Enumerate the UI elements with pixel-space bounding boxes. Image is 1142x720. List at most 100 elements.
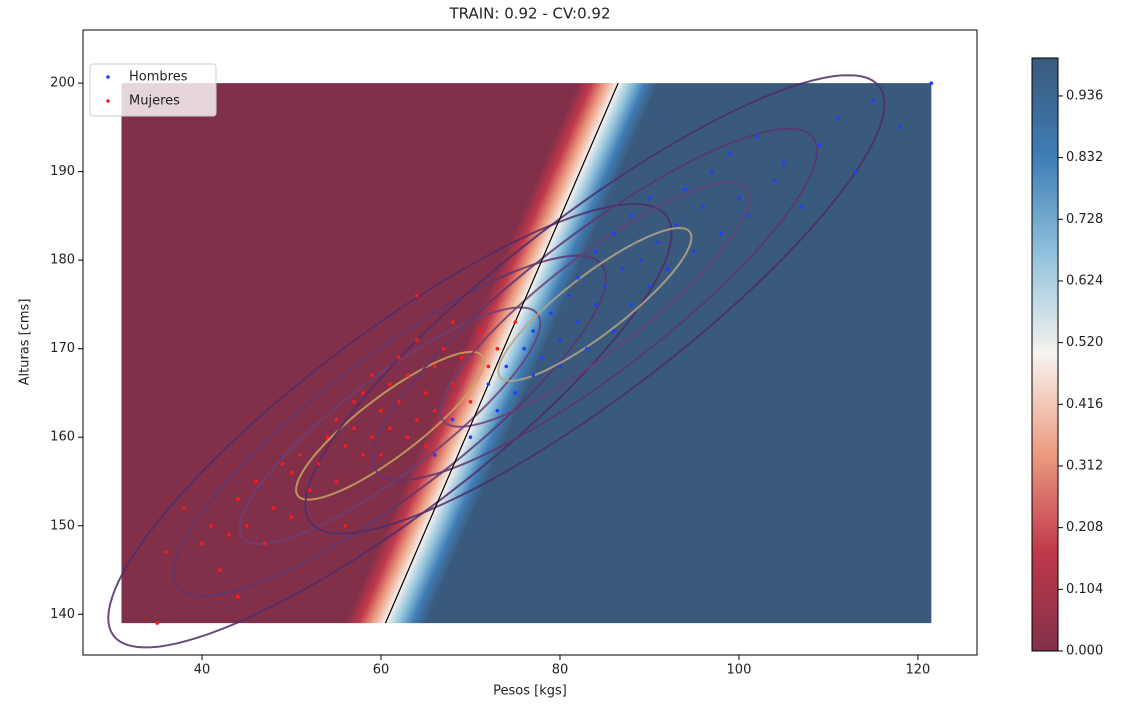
contour bbox=[107, 202, 673, 649]
x-tick-label: 60 bbox=[373, 663, 390, 678]
point bbox=[423, 391, 428, 395]
point bbox=[432, 364, 437, 369]
point bbox=[164, 550, 169, 555]
point bbox=[504, 364, 509, 369]
point bbox=[522, 346, 526, 351]
point bbox=[647, 196, 652, 201]
x-tick-label: 80 bbox=[552, 663, 569, 678]
legend: Hombres Mujeres bbox=[89, 63, 217, 117]
point bbox=[781, 160, 786, 165]
point bbox=[236, 594, 240, 599]
point bbox=[486, 364, 491, 369]
point bbox=[236, 497, 240, 501]
point bbox=[799, 205, 804, 209]
contour bbox=[497, 226, 693, 382]
point bbox=[835, 116, 840, 121]
point bbox=[388, 426, 392, 431]
point bbox=[558, 338, 562, 342]
point bbox=[513, 391, 518, 395]
point bbox=[343, 444, 348, 448]
point bbox=[414, 417, 419, 422]
legend-label: Mujeres bbox=[129, 94, 180, 109]
point bbox=[656, 240, 661, 245]
point bbox=[370, 435, 374, 440]
point bbox=[450, 382, 455, 386]
point bbox=[620, 267, 625, 271]
point bbox=[611, 231, 616, 236]
point bbox=[450, 320, 455, 324]
y-tick-label: 180 bbox=[50, 253, 75, 268]
point bbox=[200, 541, 204, 546]
colorbar-tick-label: 0.936 bbox=[1066, 88, 1103, 103]
contour bbox=[371, 127, 818, 482]
point bbox=[593, 302, 598, 307]
colorbar-tick-label: 0.832 bbox=[1066, 150, 1103, 165]
y-axis-label: Alturas [cms] bbox=[18, 299, 33, 386]
point bbox=[432, 453, 437, 457]
point bbox=[352, 400, 356, 404]
legend-label: Hombres bbox=[129, 70, 188, 85]
colorbar-tick-label: 0.728 bbox=[1066, 212, 1103, 227]
point bbox=[361, 453, 365, 457]
plot-area bbox=[107, 74, 934, 649]
point bbox=[468, 400, 473, 404]
point bbox=[406, 373, 410, 378]
y-tick-label: 140 bbox=[50, 607, 75, 622]
y-tick-label: 150 bbox=[50, 518, 75, 533]
point bbox=[334, 417, 339, 422]
point bbox=[674, 222, 679, 227]
point bbox=[397, 355, 401, 360]
point bbox=[728, 152, 732, 156]
point bbox=[441, 346, 446, 351]
x-axis-label: Pesos [kgs] bbox=[493, 684, 567, 699]
point bbox=[325, 435, 330, 440]
point bbox=[737, 196, 741, 201]
point bbox=[772, 178, 777, 183]
point bbox=[486, 382, 491, 386]
point bbox=[262, 541, 267, 546]
point bbox=[638, 258, 643, 262]
contour bbox=[172, 254, 607, 597]
colorbar-tick-label: 0.624 bbox=[1066, 273, 1103, 288]
point bbox=[370, 373, 374, 378]
point bbox=[397, 400, 401, 404]
y-tick-label: 190 bbox=[50, 164, 75, 179]
point bbox=[361, 391, 365, 395]
point bbox=[683, 187, 688, 192]
point bbox=[746, 214, 750, 218]
legend-box bbox=[89, 63, 217, 117]
y-tick-label: 200 bbox=[50, 76, 75, 91]
point bbox=[558, 364, 562, 369]
y-tick-label: 160 bbox=[50, 430, 75, 445]
axes-frame bbox=[82, 29, 978, 656]
point bbox=[280, 461, 285, 466]
point bbox=[379, 408, 383, 413]
point bbox=[898, 125, 902, 130]
point bbox=[647, 284, 652, 289]
point bbox=[549, 311, 553, 316]
contour bbox=[439, 181, 751, 428]
point bbox=[477, 329, 482, 333]
y-tick-label: 170 bbox=[50, 341, 75, 356]
colorbar-tick-label: 0.000 bbox=[1066, 644, 1103, 659]
probability-field bbox=[121, 83, 932, 624]
point bbox=[289, 515, 294, 519]
point bbox=[853, 169, 858, 174]
colorbar-tick-label: 0.312 bbox=[1066, 458, 1103, 473]
point bbox=[629, 302, 634, 307]
legend-marker bbox=[106, 75, 110, 79]
point bbox=[513, 320, 518, 324]
point bbox=[316, 461, 321, 466]
chart-title: TRAIN: 0.92 - CV:0.92 bbox=[448, 5, 610, 23]
point bbox=[271, 506, 276, 510]
point bbox=[817, 143, 822, 147]
point bbox=[307, 488, 312, 493]
point bbox=[540, 355, 544, 360]
point bbox=[710, 169, 714, 174]
x-tick-label: 120 bbox=[906, 663, 931, 678]
point bbox=[593, 249, 598, 254]
point bbox=[567, 293, 571, 298]
point bbox=[432, 408, 437, 413]
point bbox=[253, 479, 258, 484]
colorbar-tick-label: 0.208 bbox=[1066, 520, 1103, 535]
